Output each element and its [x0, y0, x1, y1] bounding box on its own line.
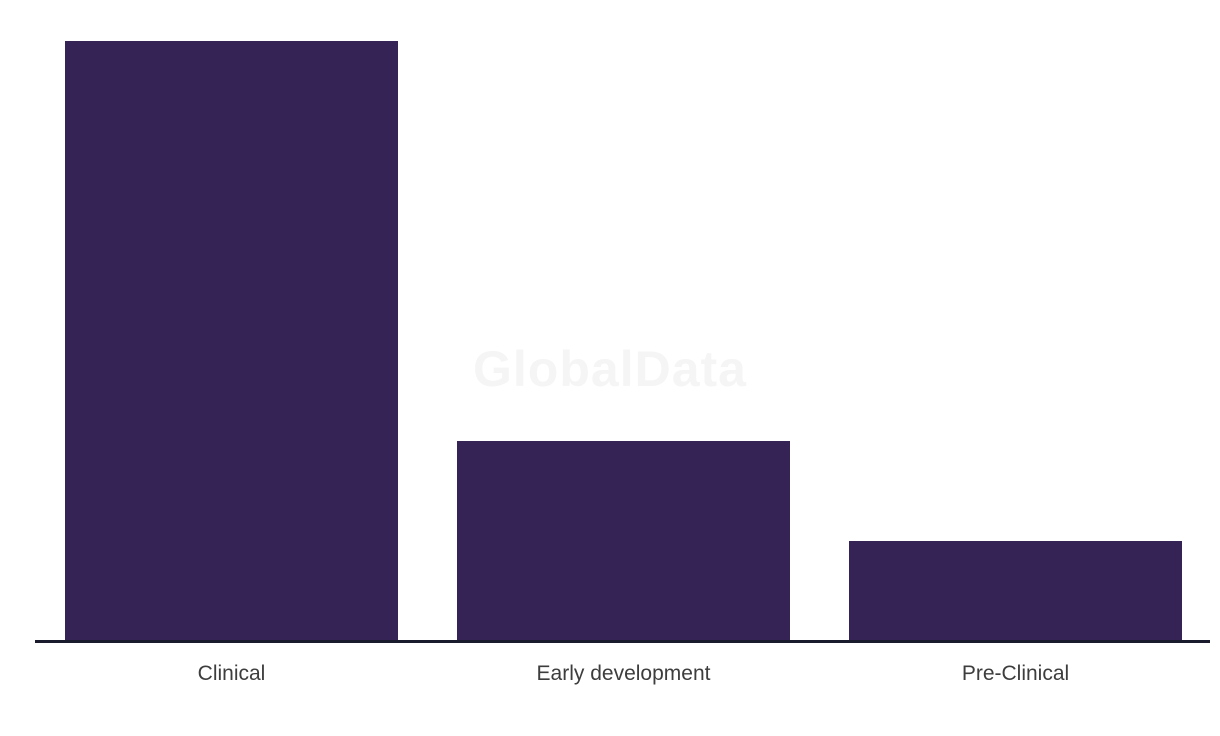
bar-clinical	[65, 41, 398, 641]
x-axis-label-clinical: Clinical	[197, 662, 266, 685]
bar-early-development	[457, 441, 790, 641]
bar-pre-clinical	[849, 541, 1182, 641]
x-axis-label-early-development: Early development	[536, 662, 711, 685]
x-axis-line	[35, 640, 1210, 643]
x-axis-label-pre-clinical: Pre-Clinical	[961, 662, 1070, 685]
